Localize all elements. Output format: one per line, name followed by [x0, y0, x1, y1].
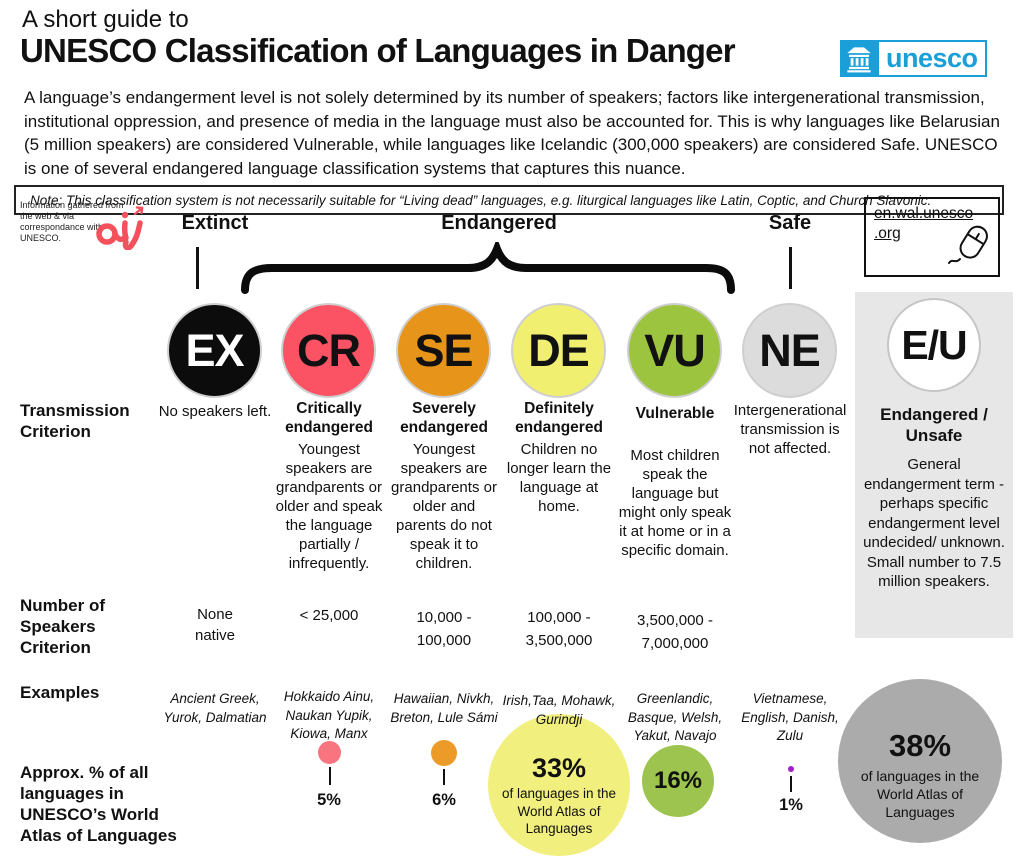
wal-link[interactable]: en.wal.unesco [874, 205, 974, 222]
safe-connector-line [789, 247, 792, 289]
transmission-se: Youngest speakers are grandparents or ol… [391, 441, 497, 572]
speakers-cr: < 25,000 [299, 607, 359, 624]
category-circle-ne: NE [742, 303, 837, 398]
percent-sub-de: of languages in the World Atlas of Langu… [501, 786, 617, 836]
group-label-endangered: Endangered [441, 212, 557, 234]
percent-stem-cr [329, 767, 331, 785]
row-label-speakers: Number of Speakers Criterion [20, 596, 105, 657]
extinct-connector-line [196, 247, 199, 289]
examples-ex: Ancient Greek, Yurok, Dalmatian [163, 691, 267, 725]
percent-dot-se [431, 740, 457, 766]
transmission-vu: Most children speak the language but mig… [618, 447, 732, 559]
unesco-wordmark: unesco [877, 40, 987, 77]
link-box: en.wal.unesco .org [864, 197, 1000, 277]
wal-link-org[interactable]: .org [874, 225, 901, 242]
group-label-extinct: Extinct [181, 212, 249, 234]
unesco-temple-icon [840, 40, 877, 77]
examples-vu: Greenlandic, Basque, Welsh, Yakut, Navaj… [627, 691, 723, 743]
category-circle-vu: VU [627, 303, 722, 398]
intro-paragraph: A language’s endangerment level is not s… [24, 88, 1000, 178]
percent-cr: 5% [317, 791, 341, 809]
percent-ne: 1% [779, 796, 803, 814]
percent-circle-vu: 16% [642, 745, 714, 817]
transmission-de: Children no longer learn the language at… [506, 441, 612, 515]
percent-stem-se [443, 769, 445, 785]
row-label-examples: Examples [20, 683, 100, 702]
speakers-vu: 3,500,000 - 7,000,000 [637, 612, 713, 652]
examples-se: Hawaiian, Nivkh, Breton, Lule Sámi [390, 691, 498, 725]
source-note: Information gathered from the web & via … [20, 200, 124, 243]
row-label-percent: Approx. % of all languages in UNESCO’s W… [20, 763, 177, 845]
examples-ne: Vietnamese, English, Danish, Zulu [741, 691, 839, 743]
endangered-brace [240, 237, 740, 299]
category-circle-cr: CR [281, 303, 376, 398]
speakers-ex: None native [194, 606, 236, 644]
percent-dot-cr [318, 741, 341, 764]
note-box: Note: This classification system is not … [14, 185, 1004, 215]
group-label-safe: Safe [768, 212, 812, 234]
examples-de: Irish,Taa, Mohawk, Gurindji [502, 693, 616, 727]
speakers-de: 100,000 - 3,500,000 [525, 609, 593, 649]
page-title: UNESCO Classification of Languages in Da… [20, 32, 736, 69]
name-se: Severely endangered [400, 400, 488, 436]
row-label-transmission: Transmission Criterion [20, 401, 130, 441]
percent-de: 33% [531, 753, 587, 783]
name-vu: Vulnerable [635, 405, 715, 422]
category-circle-eu: E/U [887, 298, 981, 392]
author-logo-icon [94, 204, 146, 255]
transmission-cr: Youngest speakers are grandparents or ol… [275, 441, 383, 572]
percent-circle-de: 33% of languages in the World Atlas of L… [488, 714, 630, 856]
category-circle-ex: EX [167, 303, 262, 398]
transmission-ex: No speakers left. [158, 403, 272, 420]
transmission-eu: General endangerment term - perhaps spec… [863, 456, 1005, 590]
name-cr: Critically endangered [285, 400, 373, 436]
percent-stem-ne [790, 776, 792, 792]
name-eu: Endangered / Unsafe [880, 405, 988, 445]
percent-dot-ne [788, 766, 794, 772]
speakers-se: 10,000 - 100,000 [416, 609, 472, 649]
examples-cr: Hokkaido Ainu, Naukan Yupik, Kiowa, Manx [283, 689, 375, 741]
percent-se: 6% [432, 791, 456, 809]
percent-vu: 16% [653, 767, 703, 794]
percent-circle-eu: 38% of languages in the World Atlas of L… [838, 679, 1002, 843]
mouse-icon [948, 222, 996, 273]
percent-eu: 38% [888, 728, 952, 763]
transmission-ne: Intergenerational transmission is not af… [733, 402, 847, 457]
kicker: A short guide to [22, 6, 189, 33]
percent-sub-eu: of languages in the World Atlas of Langu… [860, 768, 980, 820]
note-text: Note: This classification system is not … [30, 192, 932, 208]
category-circle-se: SE [396, 303, 491, 398]
unesco-logo: unesco [840, 40, 987, 77]
name-de: Definitely endangered [515, 400, 603, 436]
category-circle-de: DE [511, 303, 606, 398]
